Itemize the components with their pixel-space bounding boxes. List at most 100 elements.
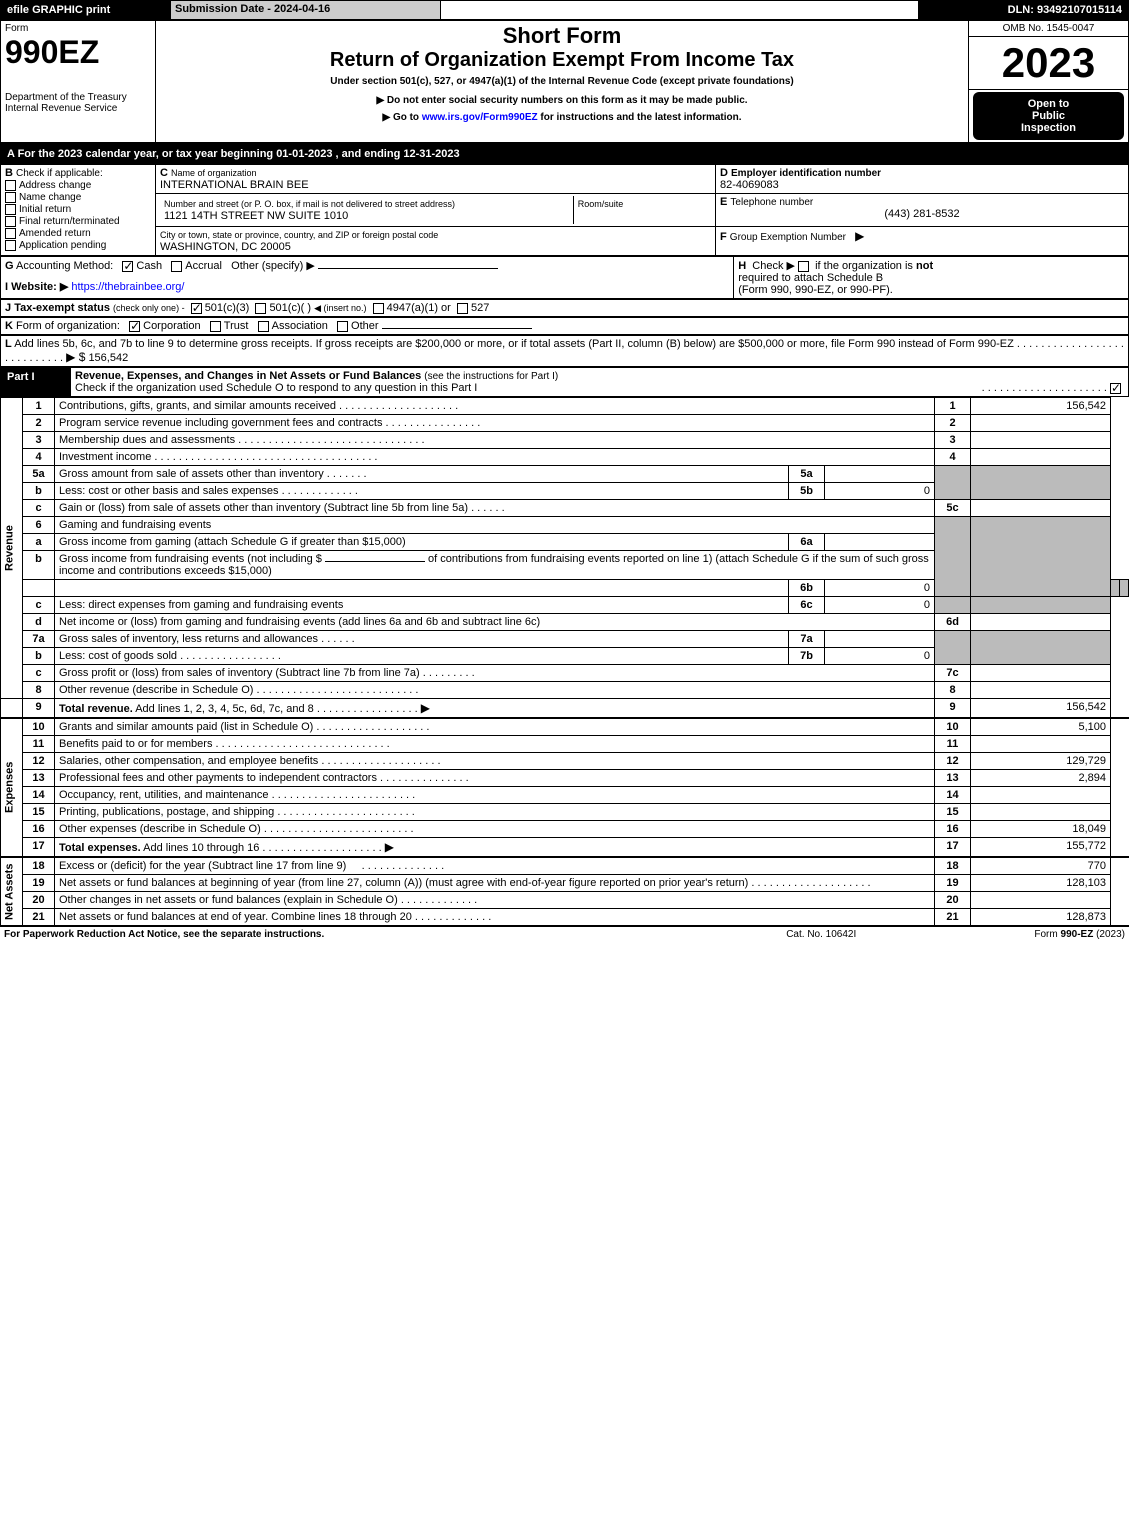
top-bar: efile GRAPHIC print Submission Date - 20… — [0, 0, 1129, 20]
arrow-icon: ▶ — [855, 229, 864, 243]
name-change-checkbox[interactable] — [5, 192, 16, 203]
line17-value: 155,772 — [971, 838, 1111, 858]
527-checkbox[interactable] — [457, 303, 468, 314]
ein-value: 82-4069083 — [720, 179, 779, 191]
initial-return-checkbox[interactable] — [5, 204, 16, 215]
website-label: Website: ▶ — [11, 281, 68, 293]
arrow-icon: ▶ — [421, 701, 430, 715]
table-row: Net Assets 18 Excess or (deficit) for th… — [1, 857, 1129, 875]
501c3-checkbox[interactable] — [191, 303, 202, 314]
trust-checkbox[interactable] — [210, 321, 221, 332]
street-label: Number and street (or P. O. box, if mail… — [164, 199, 455, 209]
accounting-method-label: Accounting Method: — [16, 260, 113, 272]
4947-checkbox[interactable] — [373, 303, 384, 314]
line-a: A For the 2023 calendar year, or tax yea… — [7, 148, 460, 160]
website-link[interactable]: https://thebrainbee.org/ — [71, 281, 184, 293]
table-row: Expenses 10 Grants and similar amounts p… — [1, 718, 1129, 736]
sec-e-label: E — [720, 196, 727, 208]
ssn-warning: ▶ Do not enter social security numbers o… — [160, 95, 964, 106]
submission-date: Submission Date - 2024-04-16 — [171, 1, 441, 20]
netassets-sidebar-label: Net Assets — [1, 857, 23, 926]
table-row: 17 Total expenses. Add lines 10 through … — [1, 838, 1129, 858]
sec-h-label: H — [738, 260, 746, 272]
line18-value: 770 — [971, 857, 1111, 875]
line12-value: 129,729 — [971, 753, 1111, 770]
section-k: K Form of organization: Corporation Trus… — [0, 317, 1129, 335]
room-label: Room/suite — [578, 199, 624, 209]
table-row: 6 Gaming and fundraising events — [1, 517, 1129, 534]
tax-year: 2023 — [1002, 39, 1095, 86]
part1-title: Revenue, Expenses, and Changes in Net As… — [75, 370, 421, 382]
dept-irs: Internal Revenue Service — [5, 103, 117, 114]
table-row: 2 Program service revenue including gove… — [1, 415, 1129, 432]
table-row: 9 Total revenue. Add lines 1, 2, 3, 4, 5… — [1, 699, 1129, 719]
other-org-checkbox[interactable] — [337, 321, 348, 332]
efile-print[interactable]: efile GRAPHIC print — [1, 1, 171, 20]
line13-value: 2,894 — [971, 770, 1111, 787]
assoc-checkbox[interactable] — [258, 321, 269, 332]
check-if-applicable: Check if applicable: — [16, 168, 103, 179]
form-number: 990EZ — [5, 34, 151, 71]
501c-checkbox[interactable] — [255, 303, 266, 314]
arrow-icon: ▶ — [385, 840, 394, 854]
fundraising-amount-input[interactable] — [325, 561, 425, 562]
omb-number: OMB No. 1545-0047 — [969, 21, 1129, 37]
open-to-public: Open to Public Inspection — [973, 92, 1124, 140]
form-word: Form — [5, 23, 151, 34]
gross-receipts-text: Add lines 5b, 6c, and 7b to line 9 to de… — [14, 338, 1014, 350]
table-row: Revenue 1 Contributions, gifts, grants, … — [1, 398, 1129, 415]
cat-number: Cat. No. 10642I — [734, 927, 909, 942]
ein-label: Employer identification number — [731, 168, 881, 179]
table-row: c Gross profit or (loss) from sales of i… — [1, 665, 1129, 682]
amended-return-checkbox[interactable] — [5, 228, 16, 239]
schedule-b-checkbox[interactable] — [798, 261, 809, 272]
sec-g-label: G — [5, 260, 14, 272]
addr-change-checkbox[interactable] — [5, 180, 16, 191]
org-info-block: B Check if applicable: Address change Na… — [0, 164, 1129, 256]
schedule-o-checkbox[interactable] — [1110, 383, 1121, 394]
part1-check-text: Check if the organization used Schedule … — [75, 382, 477, 394]
tax-exempt-label: Tax-exempt status — [14, 302, 110, 314]
subtitle: Under section 501(c), 527, or 4947(a)(1)… — [160, 76, 964, 87]
line9-value: 156,542 — [971, 699, 1111, 719]
table-row: c Less: direct expenses from gaming and … — [1, 597, 1129, 614]
page-footer: For Paperwork Reduction Act Notice, see … — [0, 927, 1129, 942]
table-row: d Net income or (loss) from gaming and f… — [1, 614, 1129, 631]
table-row: 15 Printing, publications, postage, and … — [1, 804, 1129, 821]
table-row: 19 Net assets or fund balances at beginn… — [1, 875, 1129, 892]
accrual-checkbox[interactable] — [171, 261, 182, 272]
section-g-h: G Accounting Method: Cash Accrual Other … — [0, 256, 1129, 299]
line21-value: 128,873 — [971, 909, 1111, 927]
sec-l-label: L — [5, 338, 12, 350]
dln: DLN: 93492107015114 — [919, 1, 1129, 20]
irs-url[interactable]: www.irs.gov/Form990EZ — [422, 112, 538, 123]
org-name-label: Name of organization — [171, 168, 257, 178]
final-return-checkbox[interactable] — [5, 216, 16, 227]
footer-form-no: 990-EZ — [1061, 929, 1094, 940]
part1-label: Part I — [1, 368, 71, 397]
form-header: Form 990EZ Short Form Return of Organiza… — [0, 20, 1129, 144]
goto-link[interactable]: ▶ Go to www.irs.gov/Form990EZ for instru… — [160, 112, 964, 123]
table-row: 20 Other changes in net assets or fund b… — [1, 892, 1129, 909]
other-method-input[interactable] — [318, 268, 498, 269]
table-row: 13 Professional fees and other payments … — [1, 770, 1129, 787]
line19-value: 128,103 — [971, 875, 1111, 892]
other-org-input[interactable] — [382, 328, 532, 329]
table-row: 5a Gross amount from sale of assets othe… — [1, 466, 1129, 483]
table-row: 14 Occupancy, rent, utilities, and maint… — [1, 787, 1129, 804]
line16-value: 18,049 — [971, 821, 1111, 838]
form-of-org-label: Form of organization: — [16, 320, 120, 332]
revenue-sidebar-label: Revenue — [1, 398, 23, 699]
table-row: 7a Gross sales of inventory, less return… — [1, 631, 1129, 648]
table-row: 21 Net assets or fund balances at end of… — [1, 909, 1129, 927]
cash-checkbox[interactable] — [122, 261, 133, 272]
app-pending-checkbox[interactable] — [5, 240, 16, 251]
sec-i-label: I — [5, 281, 8, 293]
expenses-sidebar-label: Expenses — [1, 718, 23, 857]
table-row: 3 Membership dues and assessments . . . … — [1, 432, 1129, 449]
street-value: 1121 14TH STREET NW SUITE 1010 — [164, 210, 348, 222]
sec-f-label: F — [720, 231, 727, 243]
corp-checkbox[interactable] — [129, 321, 140, 332]
table-row: 8 Other revenue (describe in Schedule O)… — [1, 682, 1129, 699]
group-exemption-label: Group Exemption Number — [730, 232, 846, 243]
